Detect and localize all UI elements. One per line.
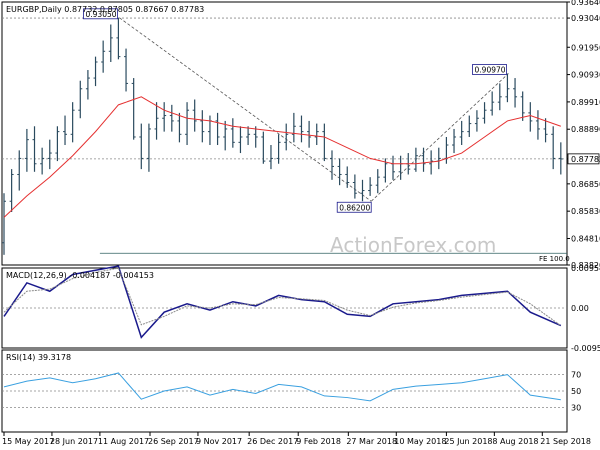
price-panel bbox=[1, 1, 568, 266]
x-tick-label: 9 Feb 2018 bbox=[296, 437, 341, 446]
price-annotation-label: 0.86200 bbox=[339, 203, 370, 212]
rsi-y-tick-label: 70 bbox=[571, 371, 581, 380]
x-tick-label: 21 Sep 2018 bbox=[540, 437, 591, 446]
rsi-y-tick-label: 50 bbox=[571, 387, 581, 396]
rsi-title: RSI(14) 39.3178 bbox=[6, 353, 71, 362]
macd-line bbox=[3, 265, 562, 339]
x-tick-label: 25 Jun 2018 bbox=[444, 437, 492, 446]
trend-line-up bbox=[370, 73, 509, 202]
x-tick-label: 15 May 2017 bbox=[2, 437, 54, 446]
fe-label: FE 100.0 bbox=[539, 255, 570, 263]
price-title: EURGBP,Daily 0.87732 0.87805 0.87667 0.8… bbox=[6, 5, 204, 14]
macd-y-tick-label: 0.00954 bbox=[571, 264, 600, 273]
price-annotation-label: 0.93050 bbox=[86, 10, 117, 19]
x-tick-label: 26 Sep 2017 bbox=[148, 437, 199, 446]
price-annotation-label: 0.90970 bbox=[475, 66, 506, 75]
x-tick-label: 26 Dec 2017 bbox=[247, 437, 298, 446]
price-annotation-box bbox=[83, 8, 118, 20]
price-y-tick-label: 0.87783 bbox=[571, 155, 600, 164]
x-tick-label: 10 May 2018 bbox=[394, 437, 446, 446]
macd-y-tick-label: -0.009538 bbox=[571, 344, 600, 353]
x-tick-label: 9 Nov 2017 bbox=[196, 437, 242, 446]
moving-average-line bbox=[3, 96, 561, 218]
x-tick-label: 27 Mar 2018 bbox=[346, 437, 397, 446]
macd-y-tick-label: 0.00 bbox=[571, 304, 589, 313]
rsi-y-tick-label: 30 bbox=[571, 403, 581, 412]
rsi-line bbox=[3, 372, 561, 402]
macd-title: MACD(12,26,9) -0.004187 -0.004153 bbox=[6, 271, 154, 280]
current-price-box bbox=[567, 153, 600, 165]
watermark: ActionForex.com bbox=[330, 233, 496, 257]
price-annotation-box bbox=[472, 64, 507, 75]
rsi-panel bbox=[1, 349, 568, 433]
macd-signal-line bbox=[3, 267, 562, 327]
macd-panel bbox=[1, 267, 568, 349]
x-tick-label: 28 Jun 2017 bbox=[50, 437, 98, 446]
x-tick-label: 11 Aug 2017 bbox=[98, 437, 149, 446]
price-annotation-box bbox=[336, 201, 372, 213]
trend-line-down bbox=[119, 17, 372, 202]
x-tick-label: 8 Aug 2018 bbox=[492, 437, 538, 446]
